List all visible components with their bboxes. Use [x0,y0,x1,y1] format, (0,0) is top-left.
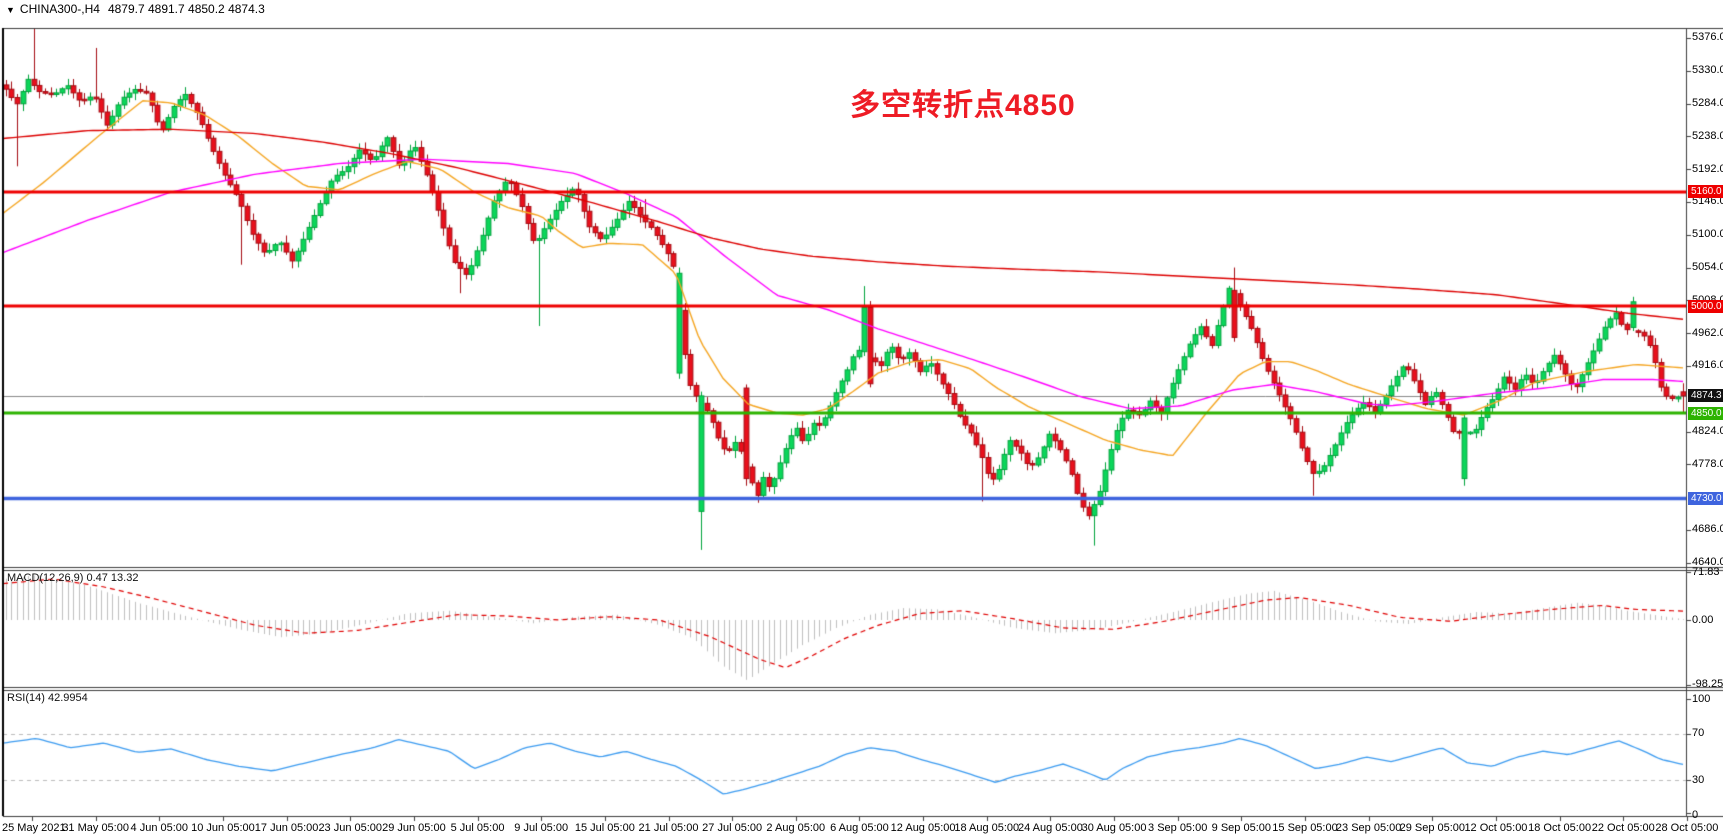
mt4-chart-window: { "window": { "dropdown_icon": "\u25BC",… [0,0,1723,840]
chart-canvas[interactable] [0,0,1723,840]
